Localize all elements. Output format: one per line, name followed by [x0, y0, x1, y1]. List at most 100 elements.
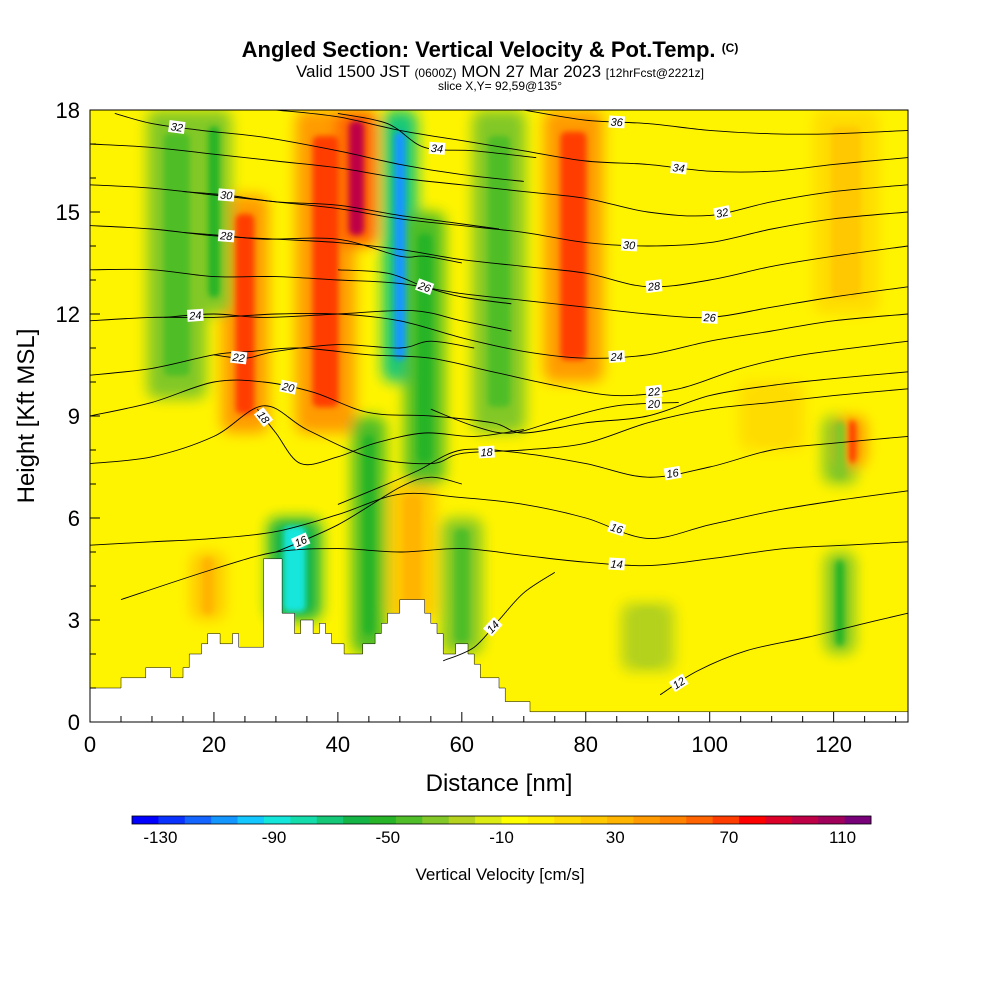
colorbar-swatch	[395, 816, 423, 824]
theta-contour	[659, 612, 908, 696]
contour-label: 22	[230, 350, 248, 365]
velocity-region-core	[394, 131, 406, 361]
contour-label: 36	[608, 115, 626, 130]
contour-label: 32	[168, 119, 186, 135]
x-axis: 0 20 40 60 80 100 120	[84, 712, 897, 757]
theta-contour	[337, 112, 537, 159]
contour-label-text: 34	[672, 162, 685, 175]
contour-label-text: 30	[623, 240, 637, 253]
colorbar-tick-label: 110	[829, 828, 856, 847]
contour-label: 28	[217, 229, 235, 243]
contour-label: 16	[663, 465, 682, 481]
colorbar-tick-label: -130	[143, 828, 177, 847]
colorbar-swatch	[343, 816, 370, 824]
colorbar-label: Vertical Velocity [cm/s]	[415, 865, 584, 884]
x-tick-label: 40	[326, 732, 350, 757]
y-tick-label: 9	[68, 404, 80, 429]
colorbar-ticks: -130 -90 -50 -10 30 70 110	[143, 828, 856, 847]
velocity-region-core	[363, 435, 375, 635]
colorbar-swatch	[739, 816, 766, 824]
contour-label: 28	[645, 279, 663, 294]
velocity-region-core	[417, 233, 433, 463]
contour-label-text: 24	[188, 310, 202, 323]
velocity-region-core	[402, 494, 422, 610]
colorbar-swatch	[448, 816, 476, 824]
contour-label-text: 12	[671, 675, 688, 692]
y-tick-label: 15	[56, 200, 80, 225]
colorbar-swatch	[633, 816, 661, 824]
velocity-region-core	[312, 135, 339, 408]
colorbar-swatch	[659, 816, 687, 824]
colorbar-swatch	[712, 816, 740, 824]
x-tick-label: 100	[691, 732, 728, 757]
contour-label: 14	[608, 557, 626, 572]
x-axis-label: Distance [nm]	[426, 770, 573, 797]
theta-contour	[90, 268, 908, 319]
theta-contour	[275, 110, 908, 173]
contour-label-text: 22	[231, 352, 245, 365]
theta-contour	[256, 408, 524, 466]
theta-contour	[275, 476, 462, 553]
colorbar-swatch	[184, 816, 212, 824]
colorbar-swatch	[263, 816, 291, 824]
theta-contour	[164, 309, 512, 332]
contour-label-text: 30	[220, 190, 234, 203]
colorbar-swatch	[501, 816, 529, 824]
x-tick-label: 60	[450, 732, 474, 757]
colorbar-swatch	[369, 816, 397, 824]
colorbar-swatch	[554, 816, 582, 824]
contour-label: 26	[415, 278, 435, 296]
contour-label: 30	[217, 188, 235, 203]
contour-label: 22	[645, 384, 663, 399]
contour-label-text: 28	[219, 230, 234, 243]
colorbar-tick-label: -90	[262, 828, 287, 847]
theta-contour	[90, 490, 908, 546]
contour-label-text: 20	[280, 381, 296, 396]
contour-label-text: 18	[480, 447, 494, 460]
contour-label: 26	[701, 310, 719, 325]
colorbar-swatch	[765, 816, 793, 824]
colorbar-tick-label: 30	[606, 828, 625, 847]
contour-label: 34	[428, 141, 446, 156]
y-tick-label: 12	[56, 302, 80, 327]
y-axis: 0 3 6 9 12 15 18	[56, 98, 100, 735]
slice-label: slice X,Y= 92,59@135°	[438, 79, 562, 93]
theta-contour	[120, 541, 908, 601]
velocity-region-core	[487, 135, 511, 408]
colorbar-swatch	[290, 816, 318, 824]
contour-label: 34	[670, 160, 688, 175]
velocity-region-core	[163, 133, 190, 376]
colorbar-swatch	[686, 816, 714, 824]
y-tick-label: 0	[68, 710, 80, 735]
contour-label: 24	[608, 350, 626, 364]
velocity-region-core	[235, 214, 255, 414]
velocity-region-core	[835, 560, 845, 646]
y-tick-label: 3	[68, 608, 80, 633]
theta-contour	[90, 371, 908, 434]
contour-label-text: 14	[610, 559, 623, 572]
contour-label: 12	[668, 673, 689, 693]
contour-label: 18	[478, 445, 495, 460]
contour-label-text: 20	[647, 398, 662, 411]
contour-label-text: 28	[646, 280, 661, 293]
velocity-field	[147, 110, 879, 671]
colorbar-tick-label: -50	[376, 828, 401, 847]
colorbar-swatch	[791, 816, 819, 824]
velocity-region-core	[831, 126, 861, 298]
theta-contour	[523, 110, 908, 135]
contour-label-text: 36	[610, 117, 624, 130]
theta-contour	[90, 388, 908, 465]
colorbar-swatch	[844, 816, 872, 824]
theta-contour	[90, 312, 908, 359]
theta-contour	[90, 143, 908, 217]
velocity-region-core	[636, 608, 659, 666]
x-tick-label: 120	[815, 732, 852, 757]
y-tick-label: 18	[56, 98, 80, 123]
colorbar	[131, 815, 872, 825]
y-axis-label: Height [Kft MSL]	[13, 329, 40, 504]
contour-label: 20	[279, 379, 298, 396]
contour-label: 24	[186, 308, 204, 323]
contour-label-text: 34	[430, 143, 443, 156]
